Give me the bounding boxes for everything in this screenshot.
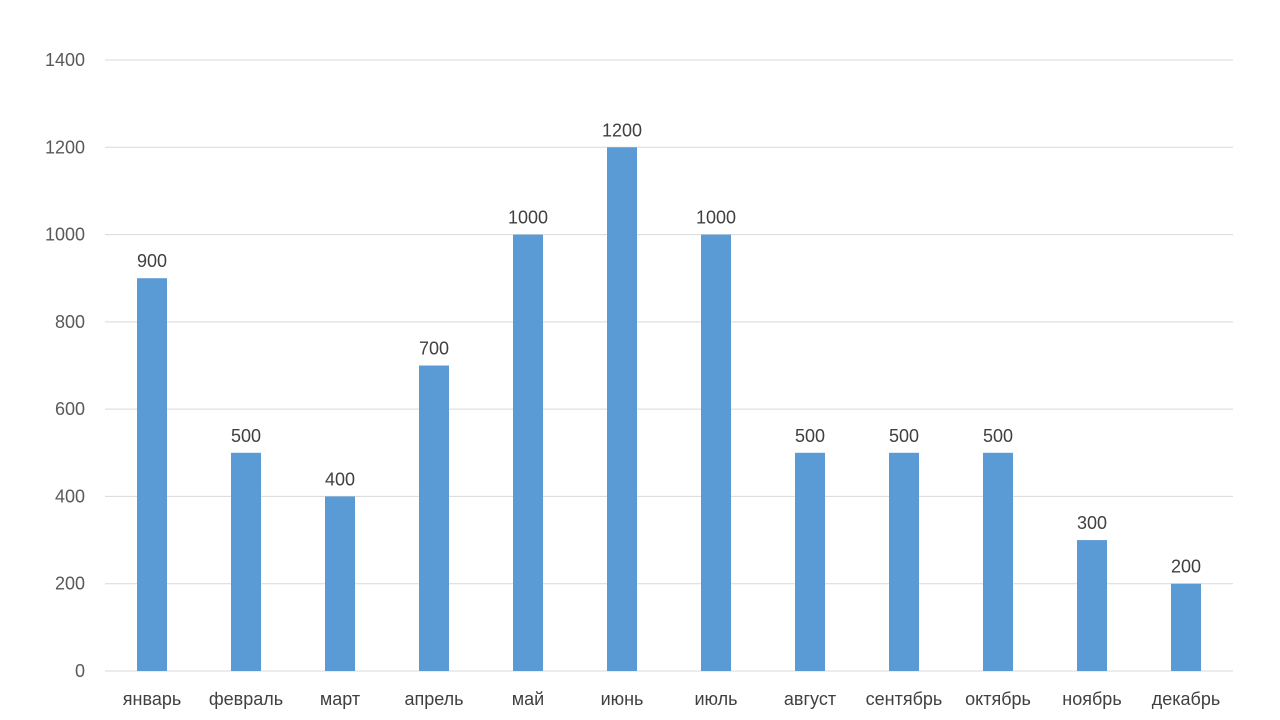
data-label: 700 — [419, 339, 449, 359]
gridlines — [105, 59, 1233, 672]
y-tick-label: 200 — [55, 574, 85, 594]
bar-11 — [1077, 540, 1107, 671]
bar-10 — [983, 452, 1013, 671]
category-label: ноябрь — [1062, 689, 1121, 709]
data-label: 1000 — [696, 208, 736, 228]
data-label: 1200 — [602, 120, 642, 140]
category-label: август — [784, 689, 836, 709]
category-label: май — [512, 689, 544, 709]
category-label: февраль — [209, 689, 283, 709]
category-label: июнь — [601, 689, 644, 709]
bar-8 — [795, 452, 825, 671]
category-label: декабрь — [1152, 689, 1221, 709]
data-label: 500 — [889, 426, 919, 446]
bar-1 — [137, 278, 167, 671]
y-tick-label: 600 — [55, 399, 85, 419]
category-labels: январь февраль март апрель май июнь июль август… — [123, 689, 1220, 709]
bars — [137, 147, 1201, 672]
y-tick-label: 1000 — [45, 225, 85, 245]
bar-2 — [231, 452, 261, 671]
data-label: 500 — [983, 426, 1013, 446]
data-label: 900 — [137, 251, 167, 271]
bar-3 — [325, 496, 355, 671]
category-label: июль — [694, 689, 737, 709]
data-label: 300 — [1077, 513, 1107, 533]
bar-9 — [889, 452, 919, 671]
data-label: 500 — [795, 426, 825, 446]
y-tick-label: 400 — [55, 486, 85, 506]
category-label: январь — [123, 689, 181, 709]
category-label: апрель — [404, 689, 463, 709]
bar-7 — [701, 234, 731, 672]
y-tick-label: 1200 — [45, 137, 85, 157]
bar-12 — [1171, 583, 1201, 671]
category-label: сентябрь — [866, 689, 943, 709]
bar-4 — [419, 365, 449, 671]
bar-5 — [513, 234, 543, 672]
y-tick-label: 1400 — [45, 50, 85, 70]
data-labels: 900 500 400 700 1000 1200 1000 500 500 500 300 200 — [137, 120, 1201, 576]
data-label: 200 — [1171, 557, 1201, 577]
data-label: 500 — [231, 426, 261, 446]
data-label: 400 — [325, 469, 355, 489]
y-axis-tick-labels: 0 200 400 600 800 1000 1200 1400 — [45, 50, 85, 681]
y-tick-label: 0 — [75, 661, 85, 681]
category-label: октябрь — [965, 689, 1031, 709]
y-tick-label: 800 — [55, 312, 85, 332]
category-label: март — [320, 689, 360, 709]
bar-6 — [607, 147, 637, 672]
data-label: 1000 — [508, 208, 548, 228]
